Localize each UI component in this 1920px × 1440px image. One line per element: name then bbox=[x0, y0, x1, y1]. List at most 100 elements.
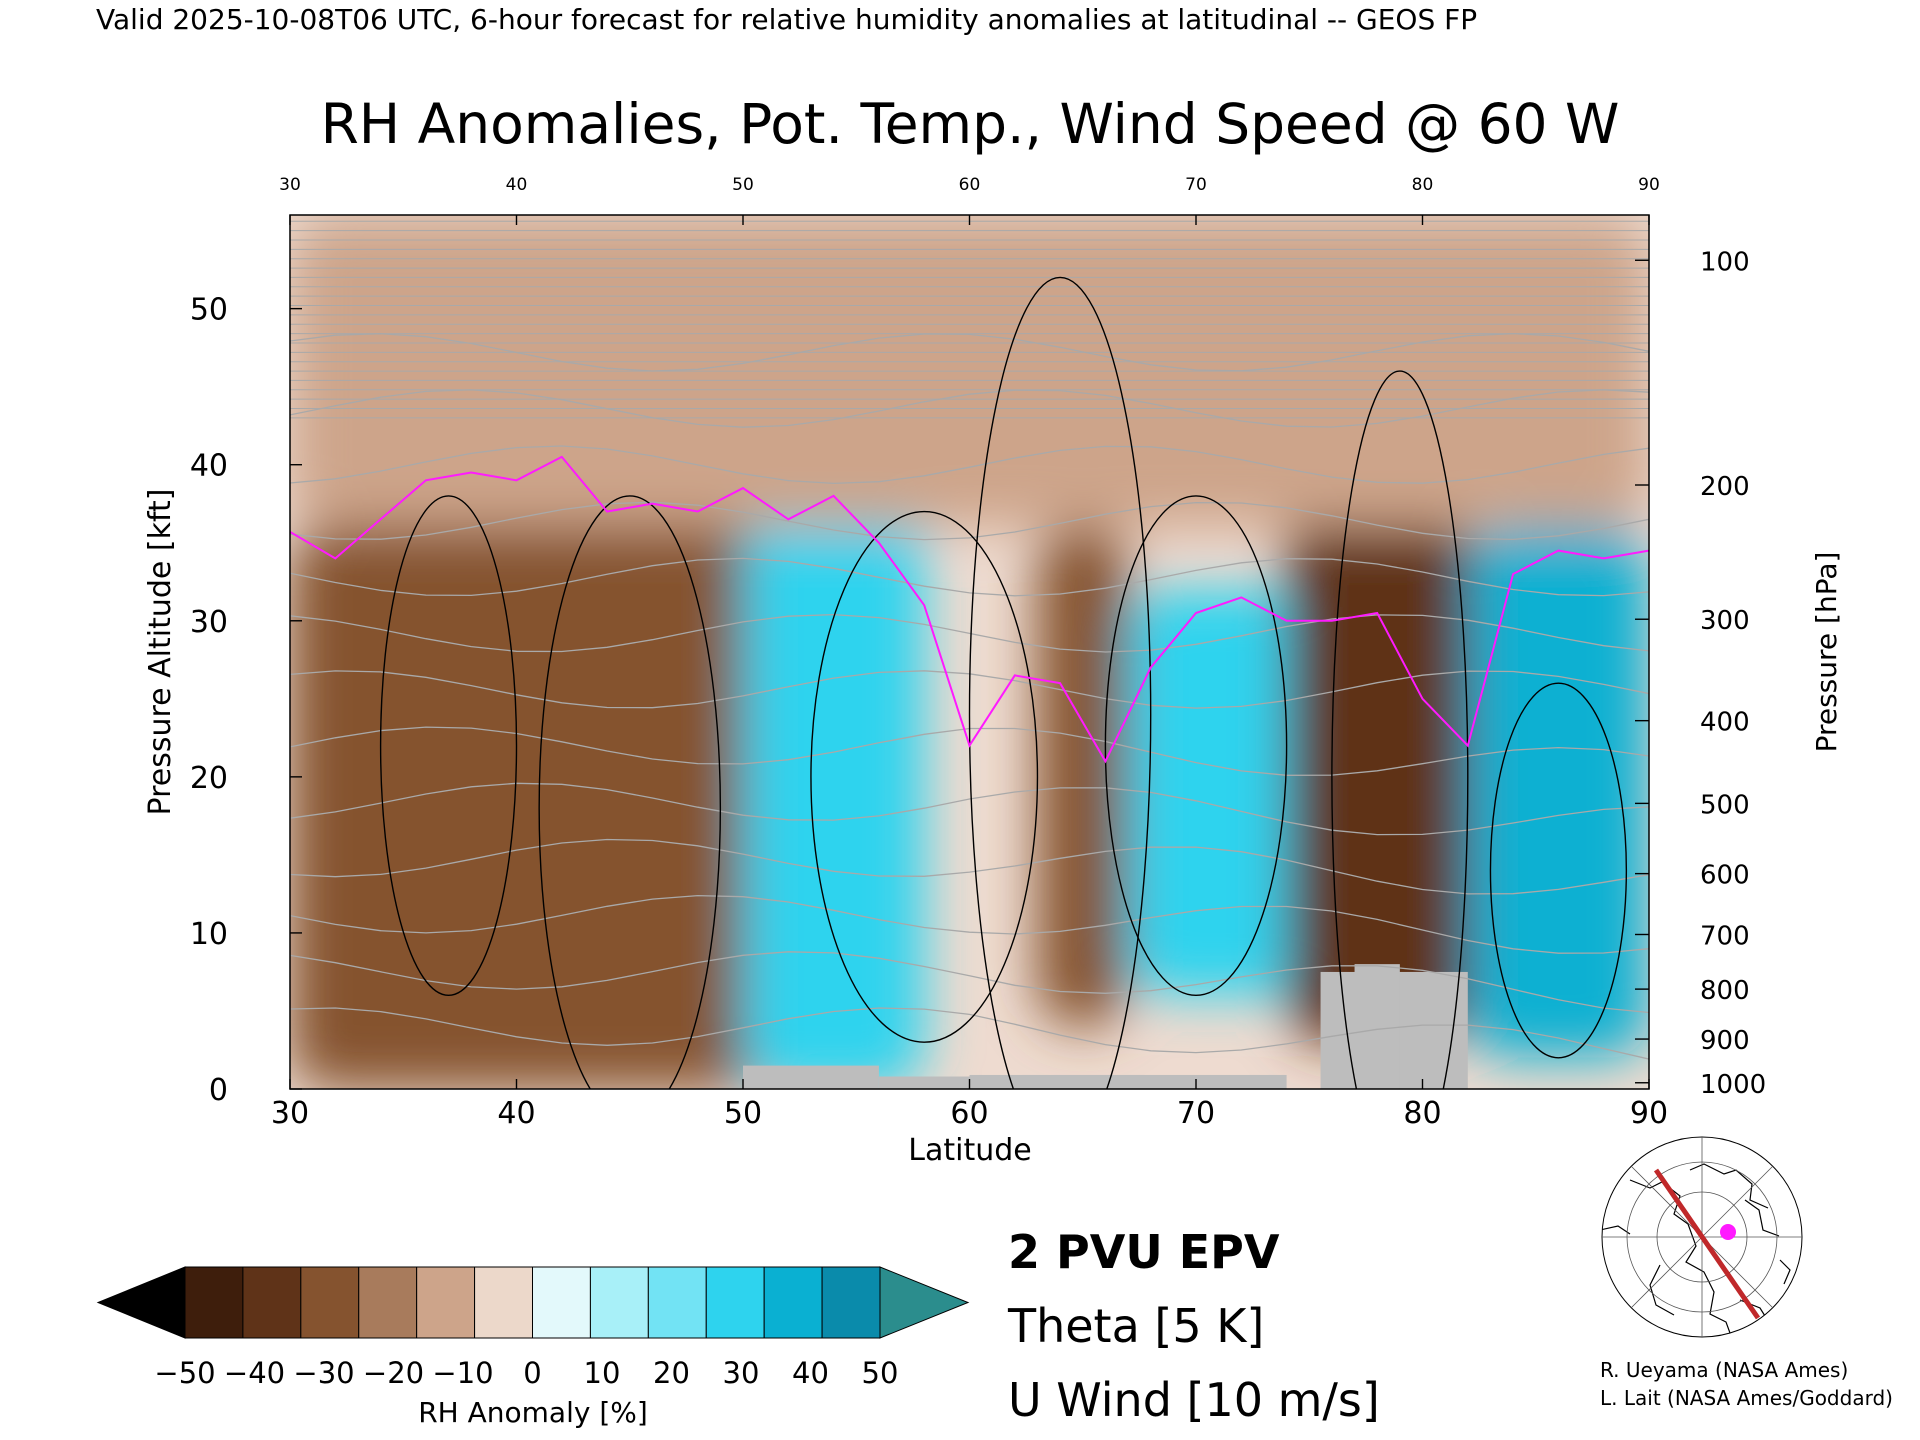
wind-contour-6 bbox=[1489, 682, 1628, 1059]
p-tick-label-900: 900 bbox=[1700, 1026, 1750, 1056]
map-section-marker bbox=[1720, 1224, 1736, 1240]
x-top-tick-label-30: 30 bbox=[279, 175, 301, 195]
y-tick-label-50: 50 bbox=[190, 293, 228, 328]
colorbar-tick-label-10: 50 bbox=[862, 1356, 899, 1390]
legend-theta: Theta [5 K] bbox=[1007, 1299, 1264, 1353]
x-tick-label-40: 40 bbox=[497, 1096, 535, 1131]
x-top-tick-label-60: 60 bbox=[959, 175, 981, 195]
x-tick-label-80: 80 bbox=[1403, 1096, 1441, 1131]
x-top-tick-label-50: 50 bbox=[732, 175, 754, 195]
y-tick-label-20: 20 bbox=[190, 761, 228, 796]
colorbar-bin-0 bbox=[184, 1266, 244, 1339]
colorbar-bin-5 bbox=[474, 1266, 534, 1339]
colorbar-bin-4 bbox=[416, 1266, 476, 1339]
theta-contour-370 bbox=[290, 613, 1649, 653]
colorbar-tick-label-5: 0 bbox=[523, 1356, 541, 1390]
p-tick-label-200: 200 bbox=[1700, 472, 1750, 502]
credit-line-2: L. Lait (NASA Ames/Goddard) bbox=[1600, 1386, 1893, 1410]
x-tick-label-30: 30 bbox=[271, 1096, 309, 1131]
colorbar-bin-10 bbox=[763, 1266, 823, 1339]
colorbar-tick-label-6: 10 bbox=[584, 1356, 621, 1390]
anomaly-region-5 bbox=[1286, 464, 1468, 1043]
map-inset bbox=[1601, 1136, 1803, 1338]
legend-epv: 2 PVU EPV bbox=[1008, 1225, 1280, 1279]
y-tick-label-0: 0 bbox=[209, 1073, 228, 1108]
valid-time-line: Valid 2025-10-08T06 UTC, 6-hour forecast… bbox=[96, 3, 1477, 36]
map-graticule bbox=[1602, 1137, 1802, 1337]
colorbar-bin-1 bbox=[242, 1266, 302, 1339]
colorbar-tick-label-2: −30 bbox=[293, 1356, 354, 1390]
theta-contour-320 bbox=[290, 894, 1649, 954]
theta-contour-400 bbox=[290, 445, 1649, 485]
x-axis-label: Latitude bbox=[908, 1133, 1031, 1168]
terrain-block-0 bbox=[743, 1065, 879, 1089]
credit-line-1: R. Ueyama (NASA Ames) bbox=[1600, 1358, 1848, 1382]
wind-contour-3 bbox=[968, 276, 1152, 1089]
p-tick-label-400: 400 bbox=[1700, 708, 1750, 738]
colorbar-tick-label-9: 40 bbox=[792, 1356, 829, 1390]
x-tick-label-90: 90 bbox=[1630, 1096, 1668, 1131]
anomaly-region-3 bbox=[1037, 527, 1129, 1027]
colorbar-bin-8 bbox=[647, 1266, 707, 1339]
colorbar-high-arrow bbox=[879, 1266, 970, 1339]
colorbar-tick-label-1: −40 bbox=[224, 1356, 285, 1390]
y-axis-label: Pressure Altitude [kft] bbox=[143, 489, 178, 816]
p-tick-label-700: 700 bbox=[1700, 921, 1750, 951]
colorbar-tick-label-8: 30 bbox=[723, 1356, 760, 1390]
x-axis-bottom: 30 40 50 60 70 80 90 bbox=[271, 1079, 1668, 1131]
theta-contour-380 bbox=[290, 557, 1649, 597]
p-tick-label-100: 100 bbox=[1700, 247, 1750, 277]
p-tick-label-500: 500 bbox=[1700, 790, 1750, 820]
colorbar-bin-11 bbox=[821, 1266, 881, 1339]
colorbar: −50 −40 −30 −20 −10 0 10 20 30 40 50 bbox=[96, 1266, 970, 1390]
colorbar-bin-9 bbox=[705, 1266, 765, 1339]
colorbar-tick-label-4: −10 bbox=[432, 1356, 493, 1390]
colorbar-low-arrow bbox=[96, 1266, 186, 1339]
x-top-tick-label-40: 40 bbox=[506, 175, 528, 195]
y-tick-label-30: 30 bbox=[190, 605, 228, 640]
terrain-block-1 bbox=[878, 1076, 970, 1089]
y-tick-label-40: 40 bbox=[190, 449, 228, 484]
colorbar-tick-label-3: −20 bbox=[363, 1356, 424, 1390]
y2-axis-label: Pressure [hPa] bbox=[1810, 552, 1843, 753]
rh-anomaly-field bbox=[290, 215, 1649, 1089]
p-tick-label-1000: 1000 bbox=[1700, 1070, 1766, 1100]
terrain-block-4 bbox=[1354, 964, 1400, 1089]
theta-contour-310 bbox=[290, 951, 1649, 1014]
x-axis-top: 30 40 50 60 70 80 90 bbox=[279, 175, 1660, 225]
x-tick-label-60: 60 bbox=[950, 1096, 988, 1131]
colorbar-bin-3 bbox=[358, 1266, 418, 1339]
wind-contour-5 bbox=[1331, 370, 1469, 1089]
map-section-line bbox=[1653, 1168, 1761, 1320]
x-tick-label-70: 70 bbox=[1177, 1096, 1215, 1131]
colorbar-bin-2 bbox=[300, 1266, 360, 1339]
legend: 2 PVU EPV Theta [5 K] U Wind [10 m/s] bbox=[1007, 1225, 1380, 1427]
p-tick-label-600: 600 bbox=[1700, 861, 1750, 891]
theta-contour-410 bbox=[290, 389, 1649, 428]
y-tick-label-10: 10 bbox=[190, 917, 228, 952]
colorbar-tick-label-7: 20 bbox=[653, 1356, 690, 1390]
anomaly-region-1 bbox=[743, 464, 925, 1089]
colorbar-label: RH Anomaly [%] bbox=[418, 1396, 648, 1429]
theta-contour-300 bbox=[290, 1007, 1649, 1060]
wind-contour-0 bbox=[379, 495, 518, 997]
colorbar-bin-6 bbox=[532, 1266, 591, 1339]
theta-contour-330 bbox=[290, 838, 1649, 895]
theta-contour-390 bbox=[290, 501, 1649, 541]
x-top-tick-label-80: 80 bbox=[1412, 175, 1434, 195]
wind-contour-4 bbox=[1104, 495, 1288, 997]
y-axis-right-pressure: 100 200 300 400 500 600 700 800 900 1000 bbox=[1635, 247, 1766, 1100]
terrain-block-2 bbox=[969, 1074, 1287, 1089]
chart-title: RH Anomalies, Pot. Temp., Wind Speed @ 6… bbox=[321, 92, 1620, 156]
x-tick-label-50: 50 bbox=[724, 1096, 762, 1131]
wind-contour-1 bbox=[538, 495, 722, 1089]
y-axis-left: 0 10 20 30 40 50 bbox=[190, 293, 302, 1108]
plot-area bbox=[289, 214, 1650, 1090]
colorbar-tick-label-0: −50 bbox=[154, 1356, 215, 1390]
p-tick-label-800: 800 bbox=[1700, 976, 1750, 1006]
p-tick-label-300: 300 bbox=[1700, 606, 1750, 636]
wind-contour-2 bbox=[810, 510, 1039, 1043]
anomaly-region-6 bbox=[1467, 527, 1649, 1058]
x-top-tick-label-70: 70 bbox=[1185, 175, 1207, 195]
x-top-tick-label-90: 90 bbox=[1638, 175, 1660, 195]
